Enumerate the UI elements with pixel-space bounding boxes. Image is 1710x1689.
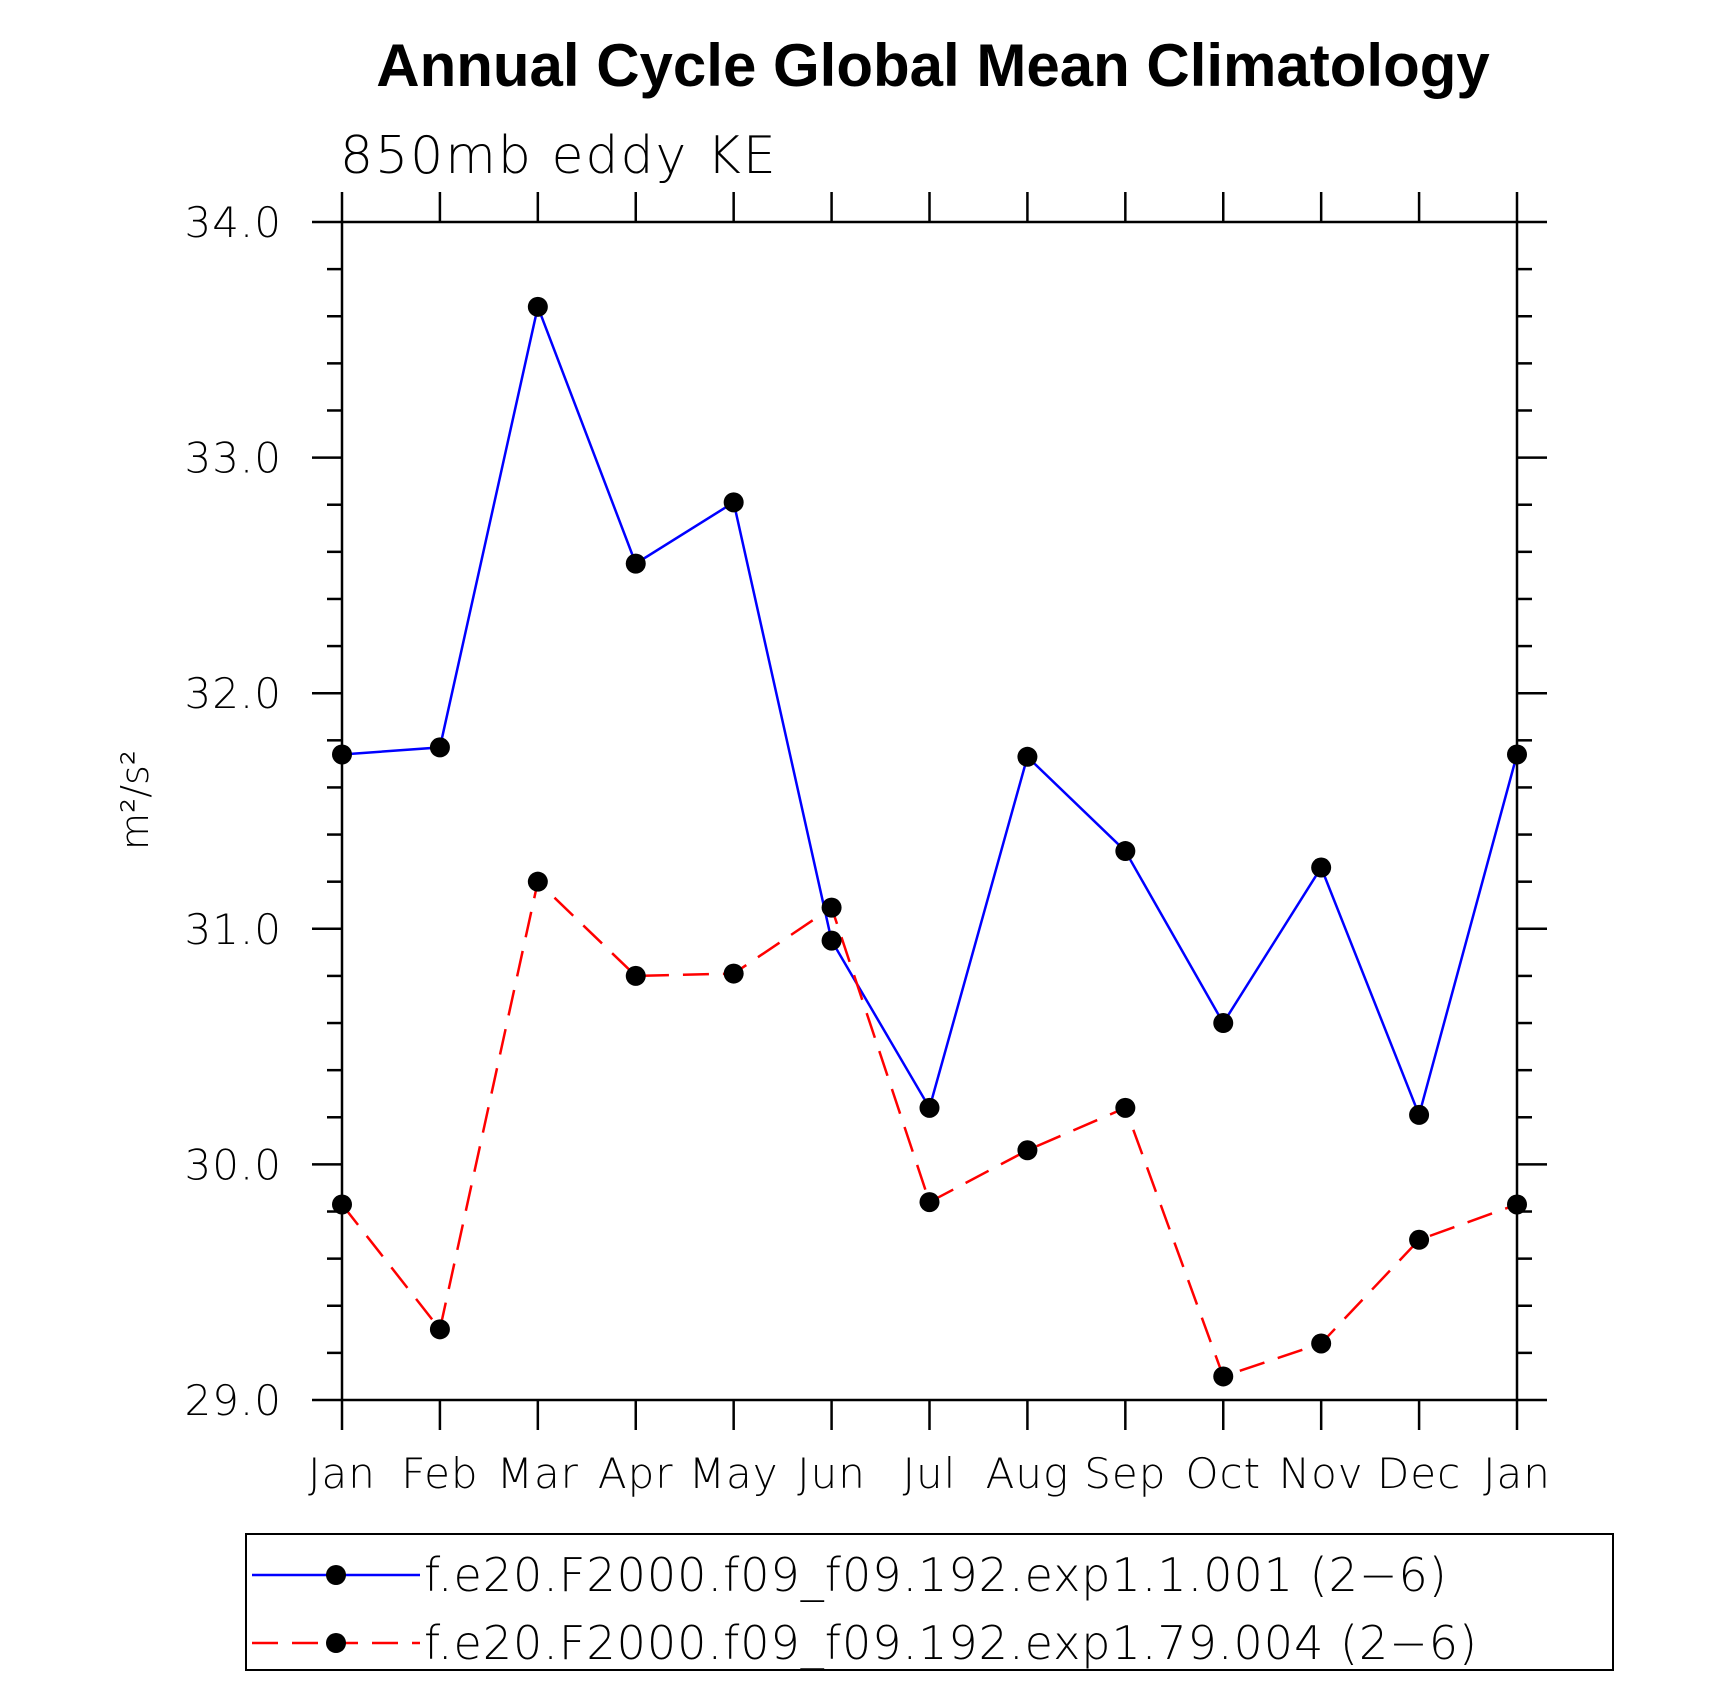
series-1-point <box>723 492 744 513</box>
series-2-point <box>1017 1140 1038 1161</box>
y-tick-label: 33.0 <box>184 434 282 483</box>
legend-marker-1 <box>326 1565 346 1585</box>
series-2-point <box>1409 1229 1430 1250</box>
series-2-point <box>527 871 548 892</box>
series-1-point <box>821 930 842 951</box>
series-1-point <box>919 1097 940 1118</box>
series-2-point <box>1213 1366 1234 1387</box>
series-2-point <box>429 1319 450 1340</box>
series-line-1 <box>341 302 1519 1119</box>
legend-marker-2 <box>326 1633 346 1653</box>
series-1-point <box>527 296 548 317</box>
series-2-point <box>332 1194 352 1215</box>
x-tick-label: Jul <box>903 1449 957 1498</box>
series-1-point <box>625 553 646 574</box>
x-tick-label: May <box>689 1449 779 1498</box>
series-1-point <box>1311 857 1332 878</box>
chart-title: Annual Cycle Global Mean Climatology <box>376 32 1490 99</box>
x-tick-label: Apr <box>598 1449 674 1498</box>
y-tick-label: 29.0 <box>184 1376 282 1425</box>
legend-box <box>245 1533 1614 1671</box>
series-1-point <box>429 737 450 758</box>
series-1-point <box>1409 1104 1430 1125</box>
axis-ticks <box>312 192 1547 1430</box>
series-1-point <box>1507 744 1527 765</box>
series-1-point <box>332 744 352 765</box>
series-line-2 <box>341 879 1518 1379</box>
series-2-point <box>625 965 646 986</box>
x-tick-label: Dec <box>1377 1449 1461 1498</box>
x-tick-label: Nov <box>1279 1449 1364 1498</box>
series-2-point <box>723 963 744 984</box>
y-axis-label: m²/s² <box>113 750 157 850</box>
x-tick-label: Jun <box>797 1449 866 1498</box>
series-2-point <box>1311 1333 1332 1354</box>
legend-items: f.e20.F2000.f09_f09.192.exp1.1.001 (2−6)… <box>252 1548 1478 1670</box>
x-tick-label: Oct <box>1185 1449 1261 1498</box>
series-lines <box>341 302 1519 1379</box>
x-tick-label: Feb <box>401 1449 478 1498</box>
axis-tick-labels: Jan Feb Mar Apr May Jun Jul Aug Sep Oct Nov Dec Jan 2… <box>184 198 1551 1498</box>
legend: f.e20.F2000.f09_f09.192.exp1.1.001 (2−6)… <box>245 1533 1614 1671</box>
series-2-point <box>1115 1097 1136 1118</box>
x-tick-label: Jan <box>1483 1449 1551 1498</box>
series-markers <box>332 296 1527 1387</box>
y-tick-label: 34.0 <box>184 198 282 247</box>
series-1-point <box>1213 1013 1234 1034</box>
y-tick-label: 30.0 <box>184 1140 282 1189</box>
series-1-point <box>1017 746 1038 767</box>
x-tick-label: Aug <box>986 1449 1070 1498</box>
legend-label-2: f.e20.F2000.f09_f09.192.exp1.79.004 (2−6… <box>424 1616 1478 1670</box>
x-tick-label: Sep <box>1084 1449 1166 1498</box>
series-2-point <box>1507 1194 1527 1215</box>
legend-label-1: f.e20.F2000.f09_f09.192.exp1.1.001 (2−6) <box>424 1548 1448 1602</box>
series-2-point <box>821 897 842 918</box>
chart-subtitle: 850mb eddy KE <box>340 126 778 186</box>
y-tick-label: 31.0 <box>184 905 282 954</box>
series-2-point <box>919 1192 940 1213</box>
y-tick-label: 32.0 <box>184 669 282 718</box>
x-tick-label: Mar <box>497 1449 579 1498</box>
series-1-point <box>1115 841 1136 862</box>
x-tick-label: Jan <box>308 1449 376 1498</box>
